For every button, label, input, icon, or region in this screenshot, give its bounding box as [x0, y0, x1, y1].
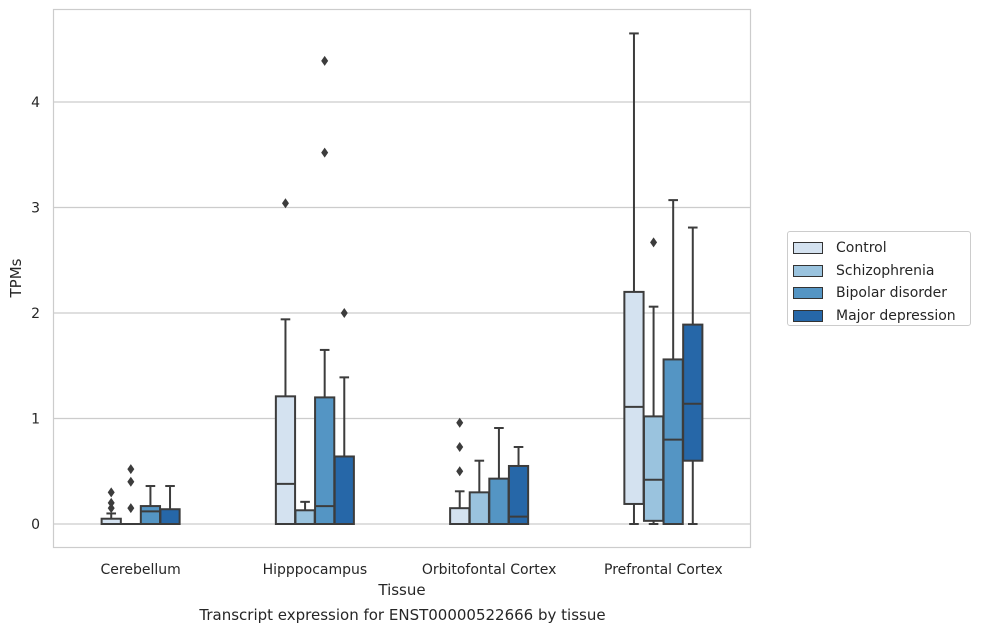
- box-2-series-1: [274, 198, 297, 525]
- box-4-series-2: [642, 237, 665, 525]
- box-body: [642, 415, 665, 522]
- legend-label: Schizophrenia: [836, 262, 935, 279]
- box-body: [662, 358, 684, 526]
- outlier-point-1: [456, 466, 464, 477]
- legend-swatch: [793, 242, 823, 255]
- y-tick-labels: 0 1 2 3 4: [31, 95, 40, 533]
- outlier-point-2: [107, 497, 115, 508]
- box-layer: [100, 32, 704, 526]
- legend-label: Major depression: [836, 307, 956, 324]
- legend-label: Control: [836, 240, 887, 257]
- box-3-series-1: [449, 417, 471, 525]
- legend-item-3: Bipolar disorder: [793, 282, 970, 305]
- box-1-series-1: [100, 487, 122, 525]
- box-4-series-1: [623, 32, 645, 525]
- y-axis-label: TPMs: [7, 258, 25, 298]
- outlier-point-1: [340, 308, 348, 318]
- box-body: [139, 505, 162, 526]
- box-3-series-3: [488, 426, 510, 526]
- outlier-point-3: [456, 417, 464, 428]
- legend-item-1: Control: [793, 237, 970, 260]
- y-tick-label-4: 4: [31, 95, 40, 111]
- box-2-series-2: [294, 500, 316, 526]
- box-body: [333, 455, 355, 526]
- legend-swatch: [793, 264, 823, 277]
- plot-frame: [52, 8, 752, 549]
- legend-swatch: [793, 309, 823, 322]
- outlier-point-3: [127, 464, 135, 475]
- outlier-point-2: [127, 476, 135, 487]
- box-body: [159, 508, 181, 526]
- x-tick-label-1: Cerebellum: [101, 562, 181, 578]
- legend-item-4: Major depression: [793, 305, 970, 328]
- y-tick-label-2: 2: [31, 306, 40, 322]
- box-body: [449, 507, 471, 525]
- box-3-series-2: [468, 459, 490, 526]
- box-3-series-4: [507, 445, 530, 526]
- outlier-point-1: [650, 237, 658, 248]
- box-1-series-4: [159, 485, 181, 526]
- outlier-point-1: [107, 503, 115, 514]
- box-1-series-2: [120, 464, 142, 526]
- legend-label: Bipolar disorder: [836, 285, 948, 302]
- box-2-series-4: [333, 308, 355, 526]
- outlier-point-1: [321, 147, 329, 158]
- x-tick-label-3: Orbitofontal Cortex: [422, 562, 557, 578]
- legend-item-2: Schizophrenia: [793, 260, 970, 283]
- outlier-point-1: [281, 198, 289, 209]
- box-body: [274, 395, 297, 525]
- box-body: [507, 464, 530, 526]
- x-tick-label-4: Prefrontal Cortex: [604, 562, 723, 578]
- y-tick-label-3: 3: [31, 201, 40, 217]
- box-4-series-3: [662, 199, 684, 526]
- chart-caption: Transcript expression for ENST0000052266…: [199, 606, 606, 624]
- x-tick-label-2: Hipppocampus: [263, 562, 368, 578]
- y-tick-label-1: 1: [31, 412, 40, 428]
- box-body: [468, 491, 490, 526]
- outlier-point-2: [321, 55, 329, 66]
- box-4-series-4: [682, 226, 704, 525]
- outlier-point-1: [127, 503, 135, 514]
- outlier-point-2: [456, 441, 464, 452]
- box-2-series-3: [314, 55, 336, 525]
- box-1-series-3: [139, 485, 162, 526]
- y-tick-label-0: 0: [31, 517, 40, 533]
- box-body: [294, 509, 316, 526]
- box-body: [314, 396, 336, 525]
- box-body: [623, 290, 645, 505]
- legend: Control Schizophrenia Bipolar disorder Majo…: [787, 231, 971, 326]
- legend-swatch: [793, 287, 823, 300]
- box-body: [488, 477, 510, 526]
- outlier-point-3: [107, 487, 115, 498]
- box-body: [682, 323, 704, 462]
- x-axis-label: Tissue: [377, 581, 425, 599]
- x-tick-labels: Cerebellum Hipppocampus Orbitofontal Corte…: [101, 562, 723, 578]
